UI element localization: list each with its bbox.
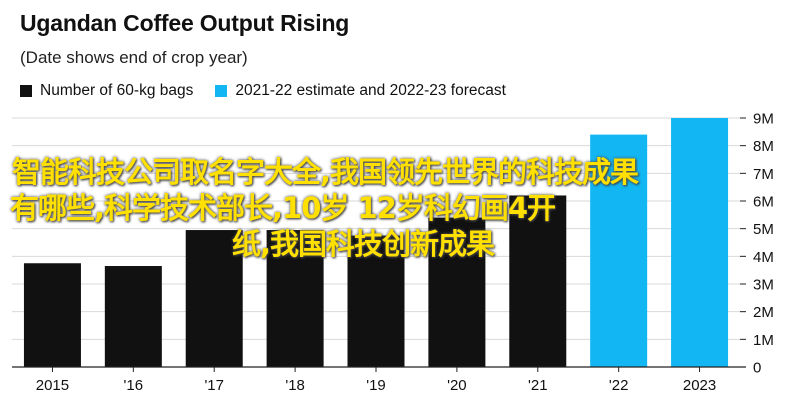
legend-label-forecast: 2021-22 estimate and 2022-23 forecast — [235, 82, 506, 99]
legend: Number of 60-kg bags 2021-22 estimate an… — [20, 80, 528, 102]
bar-actual — [104, 266, 162, 367]
chart-subtitle: (Date shows end of crop year) — [20, 48, 248, 67]
x-tick-label: '18 — [285, 377, 305, 394]
y-tick-label: 5M — [753, 221, 774, 238]
x-tick-label: '19 — [366, 377, 386, 394]
y-tick-label: 9M — [753, 111, 774, 128]
y-tick-label: 0 — [753, 360, 761, 377]
y-tick-label: 7M — [753, 166, 774, 183]
bar-forecast — [590, 134, 648, 367]
x-tick-label: 2015 — [36, 377, 69, 394]
bar-actual — [266, 230, 324, 367]
y-tick-label: 2M — [753, 304, 774, 321]
bar-actual — [428, 217, 486, 367]
y-tick-label: 1M — [753, 332, 774, 349]
bar-actual — [509, 195, 567, 367]
legend-label-actual: Number of 60-kg bags — [40, 82, 194, 99]
y-tick-label: 4M — [753, 249, 774, 266]
y-tick-label: 6M — [753, 194, 774, 211]
x-tick-label: '17 — [204, 377, 224, 394]
legend-item-actual: Number of 60-kg bags — [20, 82, 193, 100]
y-tick-label: 8M — [753, 138, 774, 155]
legend-swatch-forecast — [215, 85, 228, 97]
bar-actual — [347, 235, 405, 367]
x-tick-label: 2023 — [683, 377, 716, 394]
x-tick-label: '20 — [447, 377, 467, 394]
legend-item-forecast: 2021-22 estimate and 2022-23 forecast — [215, 82, 506, 100]
x-tick-label: '21 — [528, 377, 548, 394]
y-tick-label: 3M — [753, 277, 774, 294]
x-tick-label: '22 — [609, 377, 629, 394]
bar-actual — [23, 263, 81, 367]
x-tick-label: '16 — [124, 377, 144, 394]
chart-title: Ugandan Coffee Output Rising — [20, 10, 350, 36]
bar-actual — [185, 230, 243, 367]
legend-swatch-actual — [20, 85, 32, 97]
bar-forecast — [671, 118, 729, 367]
